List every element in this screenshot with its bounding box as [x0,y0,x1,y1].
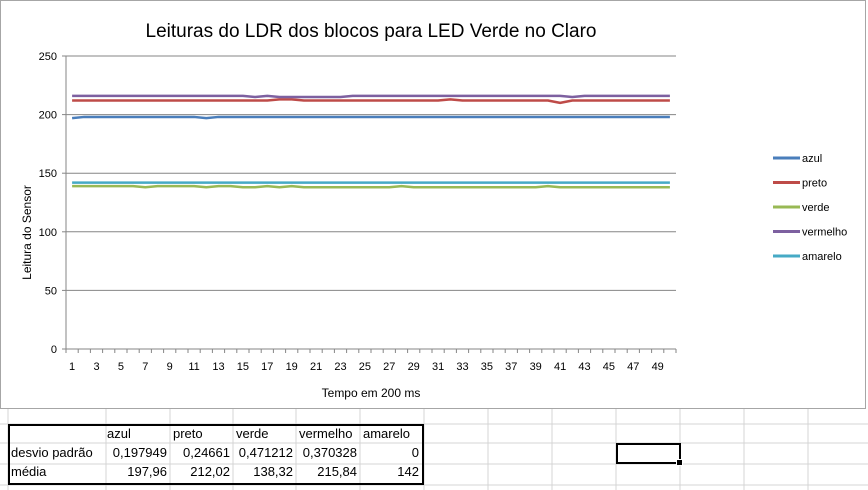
stats-header-row: azul preto verde vermelho amarelo [8,424,422,443]
y-tick-label: 250 [39,51,57,63]
y-tick-label: 150 [39,168,57,180]
line-chart: Leituras do LDR dos blocos para LED Verd… [20,21,847,400]
x-tick-label: 5 [118,361,124,373]
stats-row-label[interactable]: desvio padrão [11,445,93,460]
stats-value-cell[interactable]: 142 [397,464,419,479]
legend-label-amarelo: amarelo [802,251,842,263]
stats-value-cell[interactable]: 212,02 [190,464,230,479]
x-tick-label: 49 [652,361,664,373]
stats-value-cell[interactable]: 0,197949 [112,445,167,460]
x-tick-label: 41 [554,361,566,373]
x-tick-label: 17 [261,361,273,373]
stats-value-cell[interactable]: 0,24661 [183,445,230,460]
y-tick-label: 200 [39,110,57,122]
x-tick-label: 23 [334,361,346,373]
x-tick-label: 7 [142,361,148,373]
x-tick-label: 19 [286,361,298,373]
x-tick-label: 11 [188,361,199,373]
stats-table: azul preto verde vermelho amarelo desvio… [8,424,422,481]
stats-value-cell[interactable]: 0,471212 [238,445,293,460]
stats-header-cell[interactable]: amarelo [363,426,410,441]
y-tick-label: 100 [39,227,57,239]
stats-row-label[interactable]: média [11,464,47,479]
x-tick-label: 13 [212,361,224,373]
y-tick-label: 0 [51,344,57,356]
chart-area[interactable]: Leituras do LDR dos blocos para LED Verd… [0,0,866,409]
x-tick-label: 29 [408,361,420,373]
stats-header-cell[interactable]: vermelho [299,426,353,441]
series-line-verde [72,184,670,189]
selected-cell[interactable] [616,443,683,466]
x-tick-label: 33 [456,361,468,373]
x-tick-label: 43 [578,361,590,373]
x-tick-label: 1 [69,361,75,373]
chart-title: Leituras do LDR dos blocos para LED Verd… [146,21,597,42]
series-line-azul [71,115,670,120]
x-tick-label: 9 [167,361,173,373]
stats-header-cell[interactable]: verde [236,426,269,441]
stats-row-desvio: desvio padrão 0,197949 0,24661 0,471212 … [8,443,422,462]
x-tick-label: 47 [627,361,639,373]
stats-value-cell[interactable]: 0 [411,445,419,460]
x-tick-label: 15 [237,361,249,373]
legend-label-vermelho: vermelho [802,227,847,239]
x-tick-label: 35 [481,361,493,373]
legend-label-azul: azul [802,153,822,165]
x-tick-label: 27 [383,361,395,373]
stats-header-cell[interactable]: preto [173,426,203,441]
x-tick-label: 25 [359,361,371,373]
series-line-preto [72,98,670,105]
x-tick-label: 3 [93,361,99,373]
x-tick-label: 39 [530,361,542,373]
x-axis-title: Tempo em 200 ms [322,386,421,400]
stats-row-media: média 197,96 212,02 138,32 215,84 142 [8,462,422,481]
y-axis-title: Leitura do Sensor [20,185,34,280]
stats-header-cell[interactable] [8,424,104,443]
fill-handle[interactable] [676,459,683,466]
x-tick-label: 37 [505,361,517,373]
x-tick-label: 45 [603,361,615,373]
series-line-vermelho [72,94,670,99]
stats-value-cell[interactable]: 197,96 [127,464,167,479]
legend-label-preto: preto [802,178,827,190]
y-tick-label: 50 [45,285,57,297]
stats-value-cell[interactable]: 215,84 [317,464,357,479]
stats-value-cell[interactable]: 138,32 [253,464,293,479]
x-tick-label: 21 [310,361,322,373]
legend-label-verde: verde [802,202,830,214]
stats-header-cell[interactable]: azul [107,426,131,441]
x-tick-label: 31 [432,361,444,373]
stats-value-cell[interactable]: 0,370328 [302,445,357,460]
